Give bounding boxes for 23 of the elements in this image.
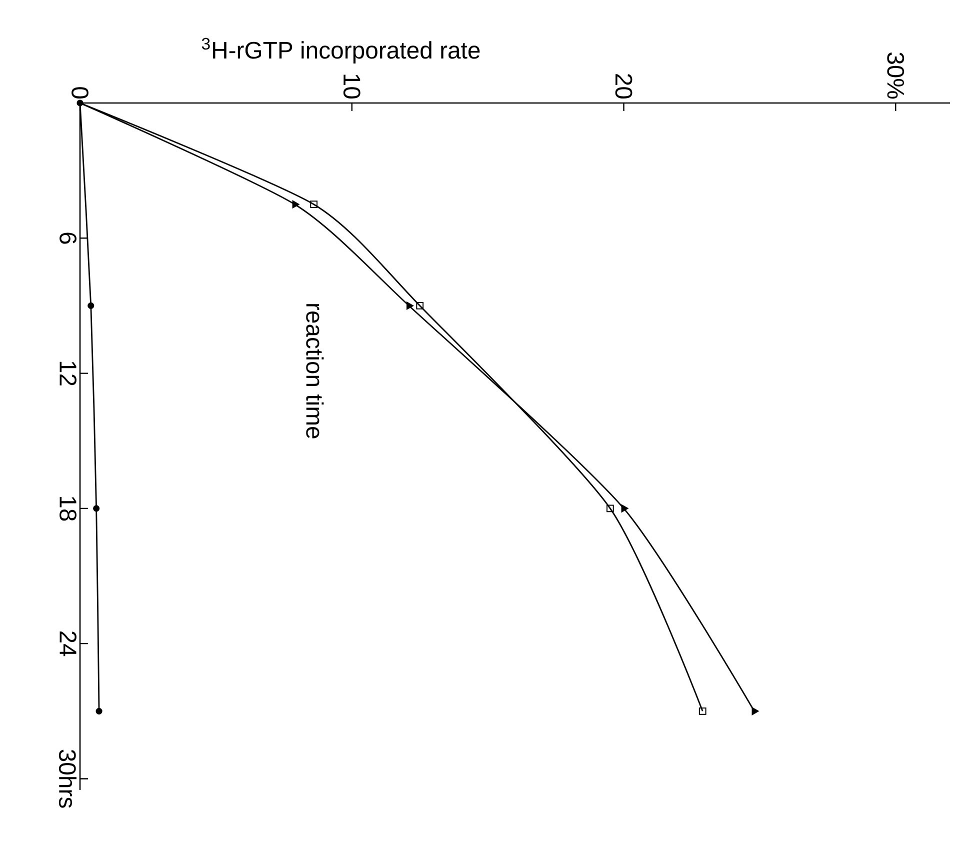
point [310,200,318,208]
point [406,302,414,310]
x-tick-label: 10 [343,74,360,99]
y-tick-label: 12 [60,362,76,386]
y-tick-label: 30hrs [58,750,76,808]
point [752,707,759,715]
x-axis-title: $^{3}$H-rGTP incorporated rate [202,38,480,64]
point [416,302,424,310]
point [606,504,614,512]
point [698,707,706,715]
point [76,100,84,106]
x-tick-label: 30% [887,52,904,99]
x-tick-label: 0 [72,87,88,99]
y-tick-label: 6 [60,232,76,244]
point [621,504,628,512]
y-axis-title: reaction time [306,304,324,438]
y-tick-label: 18 [60,496,76,521]
point [292,200,300,208]
point [93,505,100,512]
y-tick-label: 24 [60,631,76,656]
point [96,708,102,714]
x-tick-label: 20 [615,74,632,99]
point [88,302,94,310]
